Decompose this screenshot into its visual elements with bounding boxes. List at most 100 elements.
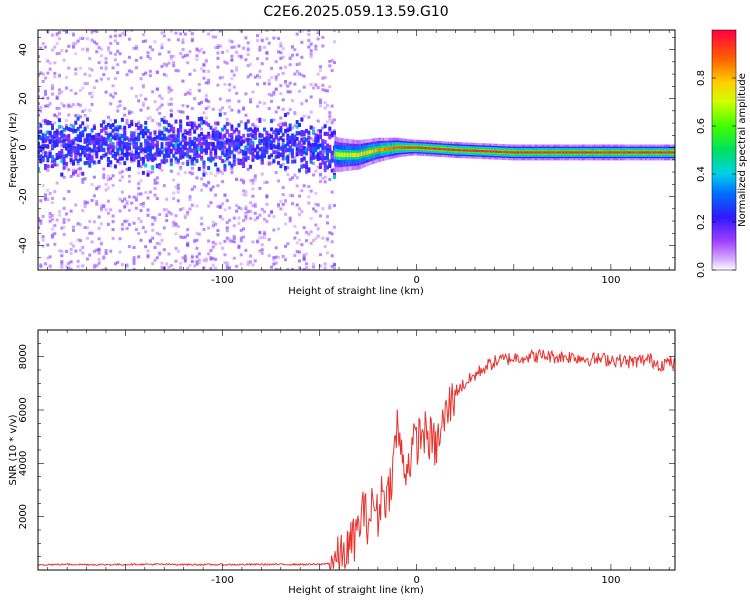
- heatmap-cell: [97, 237, 101, 241]
- heatmap-cell: [162, 135, 166, 140]
- heatmap-cell: [186, 266, 190, 270]
- heatmap-cell: [57, 118, 61, 123]
- heatmap-cell: [318, 172, 322, 176]
- heatmap-cell: [265, 30, 269, 33]
- heatmap-cell: [190, 106, 194, 110]
- heatmap-cell: [57, 37, 61, 41]
- heatmap-cell: [463, 149, 466, 152]
- heatmap-cell: [554, 151, 557, 154]
- heatmap-cell: [342, 152, 345, 158]
- heatmap-cell: [221, 171, 225, 175]
- heatmap-cell: [424, 146, 427, 150]
- heatmap-cell: [190, 172, 194, 176]
- heatmap-cell: [38, 95, 40, 99]
- heatmap-cell: [62, 127, 66, 132]
- heatmap-cell: [277, 26, 280, 29]
- heatmap-cell: [202, 136, 206, 141]
- heatmap-cell: [120, 227, 124, 231]
- heatmap-cell: [207, 99, 211, 103]
- heatmap-cell: [390, 146, 393, 150]
- heatmap-cell: [179, 167, 183, 171]
- heatmap-cell: [88, 147, 92, 152]
- heatmap-cell: [64, 264, 68, 268]
- heatmap-cell: [235, 177, 239, 181]
- heatmap-cell: [102, 176, 106, 180]
- heatmap-cell: [214, 193, 218, 197]
- heatmap-cell: [202, 76, 206, 80]
- heatmap-cell: [134, 123, 138, 128]
- heatmap-cell: [204, 107, 208, 111]
- heatmap-cell: [78, 137, 82, 142]
- heatmap-cell: [274, 75, 278, 79]
- heatmap-cell: [256, 216, 260, 220]
- heatmap-cell: [92, 40, 96, 44]
- heatmap-cell: [232, 162, 236, 167]
- heatmap-cell: [139, 124, 143, 129]
- heatmap-cell: [235, 157, 239, 161]
- heatmap-cell: [46, 168, 50, 172]
- heatmap-cell: [85, 136, 89, 141]
- heatmap-cell: [204, 134, 208, 139]
- heatmap-cell: [160, 159, 164, 164]
- heatmap-cell: [39, 199, 43, 203]
- snr-series-line: [38, 348, 675, 570]
- heatmap-cell: [316, 72, 320, 76]
- heatmap-cell: [311, 161, 315, 165]
- heatmap-cell: [92, 123, 96, 127]
- heatmap-cell: [41, 72, 45, 76]
- heatmap-cell: [272, 92, 276, 96]
- heatmap-cell: [104, 249, 108, 253]
- heatmap-cell: [186, 242, 190, 246]
- heatmap-cell: [673, 151, 675, 154]
- heatmap-cell: [74, 91, 78, 95]
- heatmap-cell: [46, 104, 50, 108]
- spectrogram-ytick-label: -20: [18, 188, 29, 204]
- heatmap-cell: [39, 219, 43, 223]
- heatmap-cell: [69, 251, 73, 255]
- heatmap-cell: [249, 209, 253, 213]
- heatmap-cell: [85, 156, 89, 161]
- heatmap-cell: [318, 156, 322, 161]
- heatmap-cell: [137, 159, 141, 164]
- heatmap-cell: [256, 145, 260, 150]
- heatmap-cell: [316, 86, 320, 90]
- heatmap-cell: [141, 132, 145, 137]
- heatmap-cell: [232, 236, 236, 240]
- heatmap-cell: [50, 218, 54, 222]
- heatmap-cell: [328, 85, 332, 89]
- heatmap-cell: [151, 228, 155, 232]
- heatmap-cell: [125, 119, 129, 123]
- heatmap-cell: [286, 173, 290, 177]
- heatmap-cell: [232, 143, 236, 148]
- heatmap-cell: [48, 102, 52, 106]
- heatmap-cell: [575, 151, 578, 154]
- heatmap-cell: [62, 197, 66, 201]
- heatmap-cell: [321, 35, 325, 39]
- heatmap-cell: [134, 227, 138, 231]
- heatmap-cell: [274, 255, 278, 259]
- heatmap-cell: [125, 154, 129, 159]
- heatmap-cell: [288, 108, 292, 112]
- heatmap-cell: [311, 139, 315, 143]
- heatmap-cell: [218, 206, 222, 210]
- heatmap-cell: [62, 206, 66, 210]
- heatmap-cell: [186, 130, 190, 135]
- heatmap-cell: [239, 236, 243, 240]
- heatmap-cell: [307, 38, 311, 42]
- heatmap-cell: [69, 127, 73, 132]
- heatmap-cell: [309, 241, 313, 245]
- heatmap-cell: [83, 177, 87, 181]
- heatmap-cell: [118, 104, 122, 108]
- heatmap-cell: [146, 51, 150, 55]
- heatmap-cell: [216, 184, 220, 188]
- heatmap-cell: [279, 136, 283, 141]
- heatmap-cell: [316, 157, 320, 162]
- heatmap-cell: [232, 256, 236, 260]
- heatmap-cell: [204, 116, 208, 120]
- heatmap-cell: [50, 155, 54, 160]
- heatmap-cell: [71, 145, 75, 150]
- heatmap-cell: [249, 150, 253, 155]
- heatmap-cell: [123, 145, 127, 150]
- heatmap-cell: [195, 204, 199, 208]
- heatmap-cell: [260, 133, 264, 138]
